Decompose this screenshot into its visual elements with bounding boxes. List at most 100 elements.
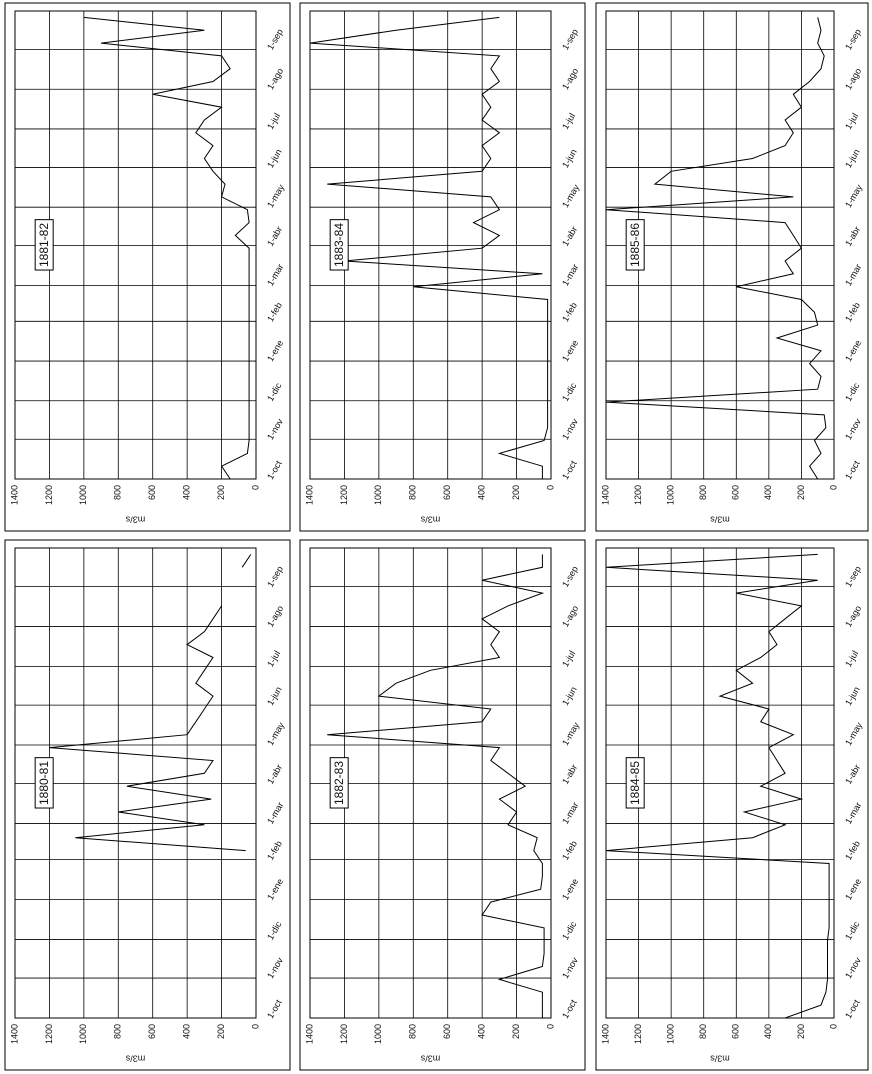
x-tick-label: 1-nov: [843, 417, 863, 442]
x-tick-label: 1-oct: [843, 458, 862, 481]
y-tick-label: 0: [545, 485, 555, 490]
y-axis-label: m3/s: [420, 1054, 440, 1064]
y-tick-label: 1400: [9, 485, 19, 505]
x-tick-label: 1-dic: [265, 381, 284, 403]
x-tick-label: 1-jun: [560, 147, 579, 169]
panel-frame: [4, 2, 291, 532]
x-tick-label: 1-nov: [843, 955, 863, 980]
y-axis-label: m3/s: [125, 1054, 145, 1064]
chart-panel: 0 200 400 600 800 1000 1200 1400 1-oct 1-nov 1-dic…: [9, 547, 287, 1064]
chart-panel: 0 200 400 600 800 1000 1200 1400 1-oct 1-nov 1-dic…: [600, 547, 865, 1064]
title-box: [34, 757, 54, 809]
y-tick-label: 200: [216, 485, 226, 500]
flow-line: [327, 554, 545, 1018]
y-tick-label: 1000: [78, 1024, 88, 1044]
x-tick-label: 1-abr: [560, 763, 579, 786]
y-tick-label: 200: [796, 485, 806, 500]
y-tick-label: 600: [442, 485, 452, 500]
x-tick-label: 1-ene: [265, 338, 285, 363]
panel-frame: [595, 539, 869, 1071]
y-tick-label: 200: [511, 485, 521, 500]
y-tick-label: 800: [113, 1024, 123, 1039]
x-tick-label: 1-mar: [843, 262, 863, 287]
y-tick-label: 400: [763, 485, 773, 500]
x-tick-label: 1-nov: [560, 955, 580, 980]
x-tick-label: 1-jun: [265, 147, 284, 169]
plot-area: [309, 10, 552, 480]
x-tick-label: 1-feb: [265, 301, 284, 324]
x-tick-label: 1-may: [265, 720, 286, 747]
y-tick-label: 1200: [44, 1024, 54, 1044]
x-tick-label: 1-nov: [265, 417, 285, 442]
y-tick-label: 400: [763, 1024, 773, 1039]
x-tick-label: 1-sep: [843, 564, 863, 588]
y-tick-label: 1000: [373, 1024, 383, 1044]
x-tick-label: 1-may: [560, 720, 581, 747]
x-tick-label: 1-feb: [843, 301, 862, 324]
y-tick-label: 1400: [600, 485, 610, 505]
y-tick-label: 0: [545, 1024, 555, 1029]
chart-panel: 0 200 400 600 800 1000 1200 1400 1-oct 1-nov 1-dic…: [304, 10, 582, 525]
y-axis-label: m3/s: [125, 515, 145, 525]
y-tick-label: 1200: [633, 1024, 643, 1044]
x-tick-label: 1-ago: [560, 66, 580, 91]
x-tick-label: 1-dic: [560, 919, 579, 941]
x-tick-label: 1-ene: [265, 877, 285, 902]
x-tick-label: 1-ago: [843, 66, 863, 91]
y-axis-label: m3/s: [710, 515, 730, 525]
y-tick-label: 200: [511, 1024, 521, 1039]
x-tick-label: 1-oct: [265, 458, 284, 481]
x-tick-label: 1-sep: [843, 27, 863, 51]
x-tick-label: 1-abr: [843, 763, 862, 786]
x-tick-label: 1-mar: [560, 800, 580, 825]
x-tick-label: 1-abr: [265, 763, 284, 786]
y-tick-label: 400: [182, 485, 192, 500]
y-tick-label: 1000: [666, 1024, 676, 1044]
x-tick-label: 1-ago: [265, 604, 285, 629]
chart-title: 1883-84: [332, 223, 346, 267]
plot-area: [14, 547, 257, 1019]
chart-title: 1882-83: [332, 761, 346, 805]
y-tick-label: 600: [731, 485, 741, 500]
y-tick-label: 0: [828, 485, 838, 490]
x-tick-label: 1-jul: [265, 111, 282, 131]
title-box: [329, 757, 349, 809]
y-tick-label: 0: [250, 1024, 260, 1029]
y-tick-label: 1200: [339, 485, 349, 505]
x-tick-label: 1-ene: [843, 877, 863, 902]
x-tick-label: 1-jun: [843, 685, 862, 707]
plot-area: [14, 10, 257, 480]
y-tick-label: 600: [731, 1024, 741, 1039]
flow-line: [605, 17, 827, 480]
y-tick-label: 1400: [304, 1024, 314, 1044]
flow-line: [49, 554, 252, 852]
x-tick-label: 1-oct: [843, 997, 862, 1020]
title-box: [625, 757, 645, 809]
y-tick-label: 800: [408, 485, 418, 500]
chart-panel: 0 200 400 600 800 1000 1200 1400 1-oct 1-nov 1-dic…: [9, 10, 287, 525]
chart-panel: 0 200 400 600 800 1000 1200 1400 1-oct 1-nov 1-dic…: [304, 547, 582, 1064]
plot-area: [605, 10, 835, 480]
chart-title: 1885-86: [628, 223, 642, 267]
y-tick-label: 1200: [633, 485, 643, 505]
y-tick-label: 400: [477, 1024, 487, 1039]
y-tick-label: 600: [147, 485, 157, 500]
y-tick-label: 600: [147, 1024, 157, 1039]
x-tick-label: 1-nov: [560, 417, 580, 442]
panel-frame: [4, 539, 291, 1071]
x-tick-label: 1-dic: [843, 919, 862, 941]
x-tick-label: 1-oct: [560, 458, 579, 481]
y-tick-label: 600: [442, 1024, 452, 1039]
x-tick-label: 1-mar: [265, 800, 285, 825]
title-box: [34, 219, 54, 271]
y-tick-label: 1000: [666, 485, 676, 505]
x-tick-label: 1-mar: [265, 262, 285, 287]
x-tick-label: 1-mar: [843, 800, 863, 825]
x-tick-label: 1-feb: [560, 301, 579, 324]
x-tick-label: 1-jun: [560, 685, 579, 707]
x-tick-label: 1-may: [560, 182, 581, 209]
x-tick-label: 1-may: [843, 720, 864, 747]
y-axis-label: m3/s: [420, 515, 440, 525]
x-tick-label: 1-jul: [843, 649, 860, 669]
